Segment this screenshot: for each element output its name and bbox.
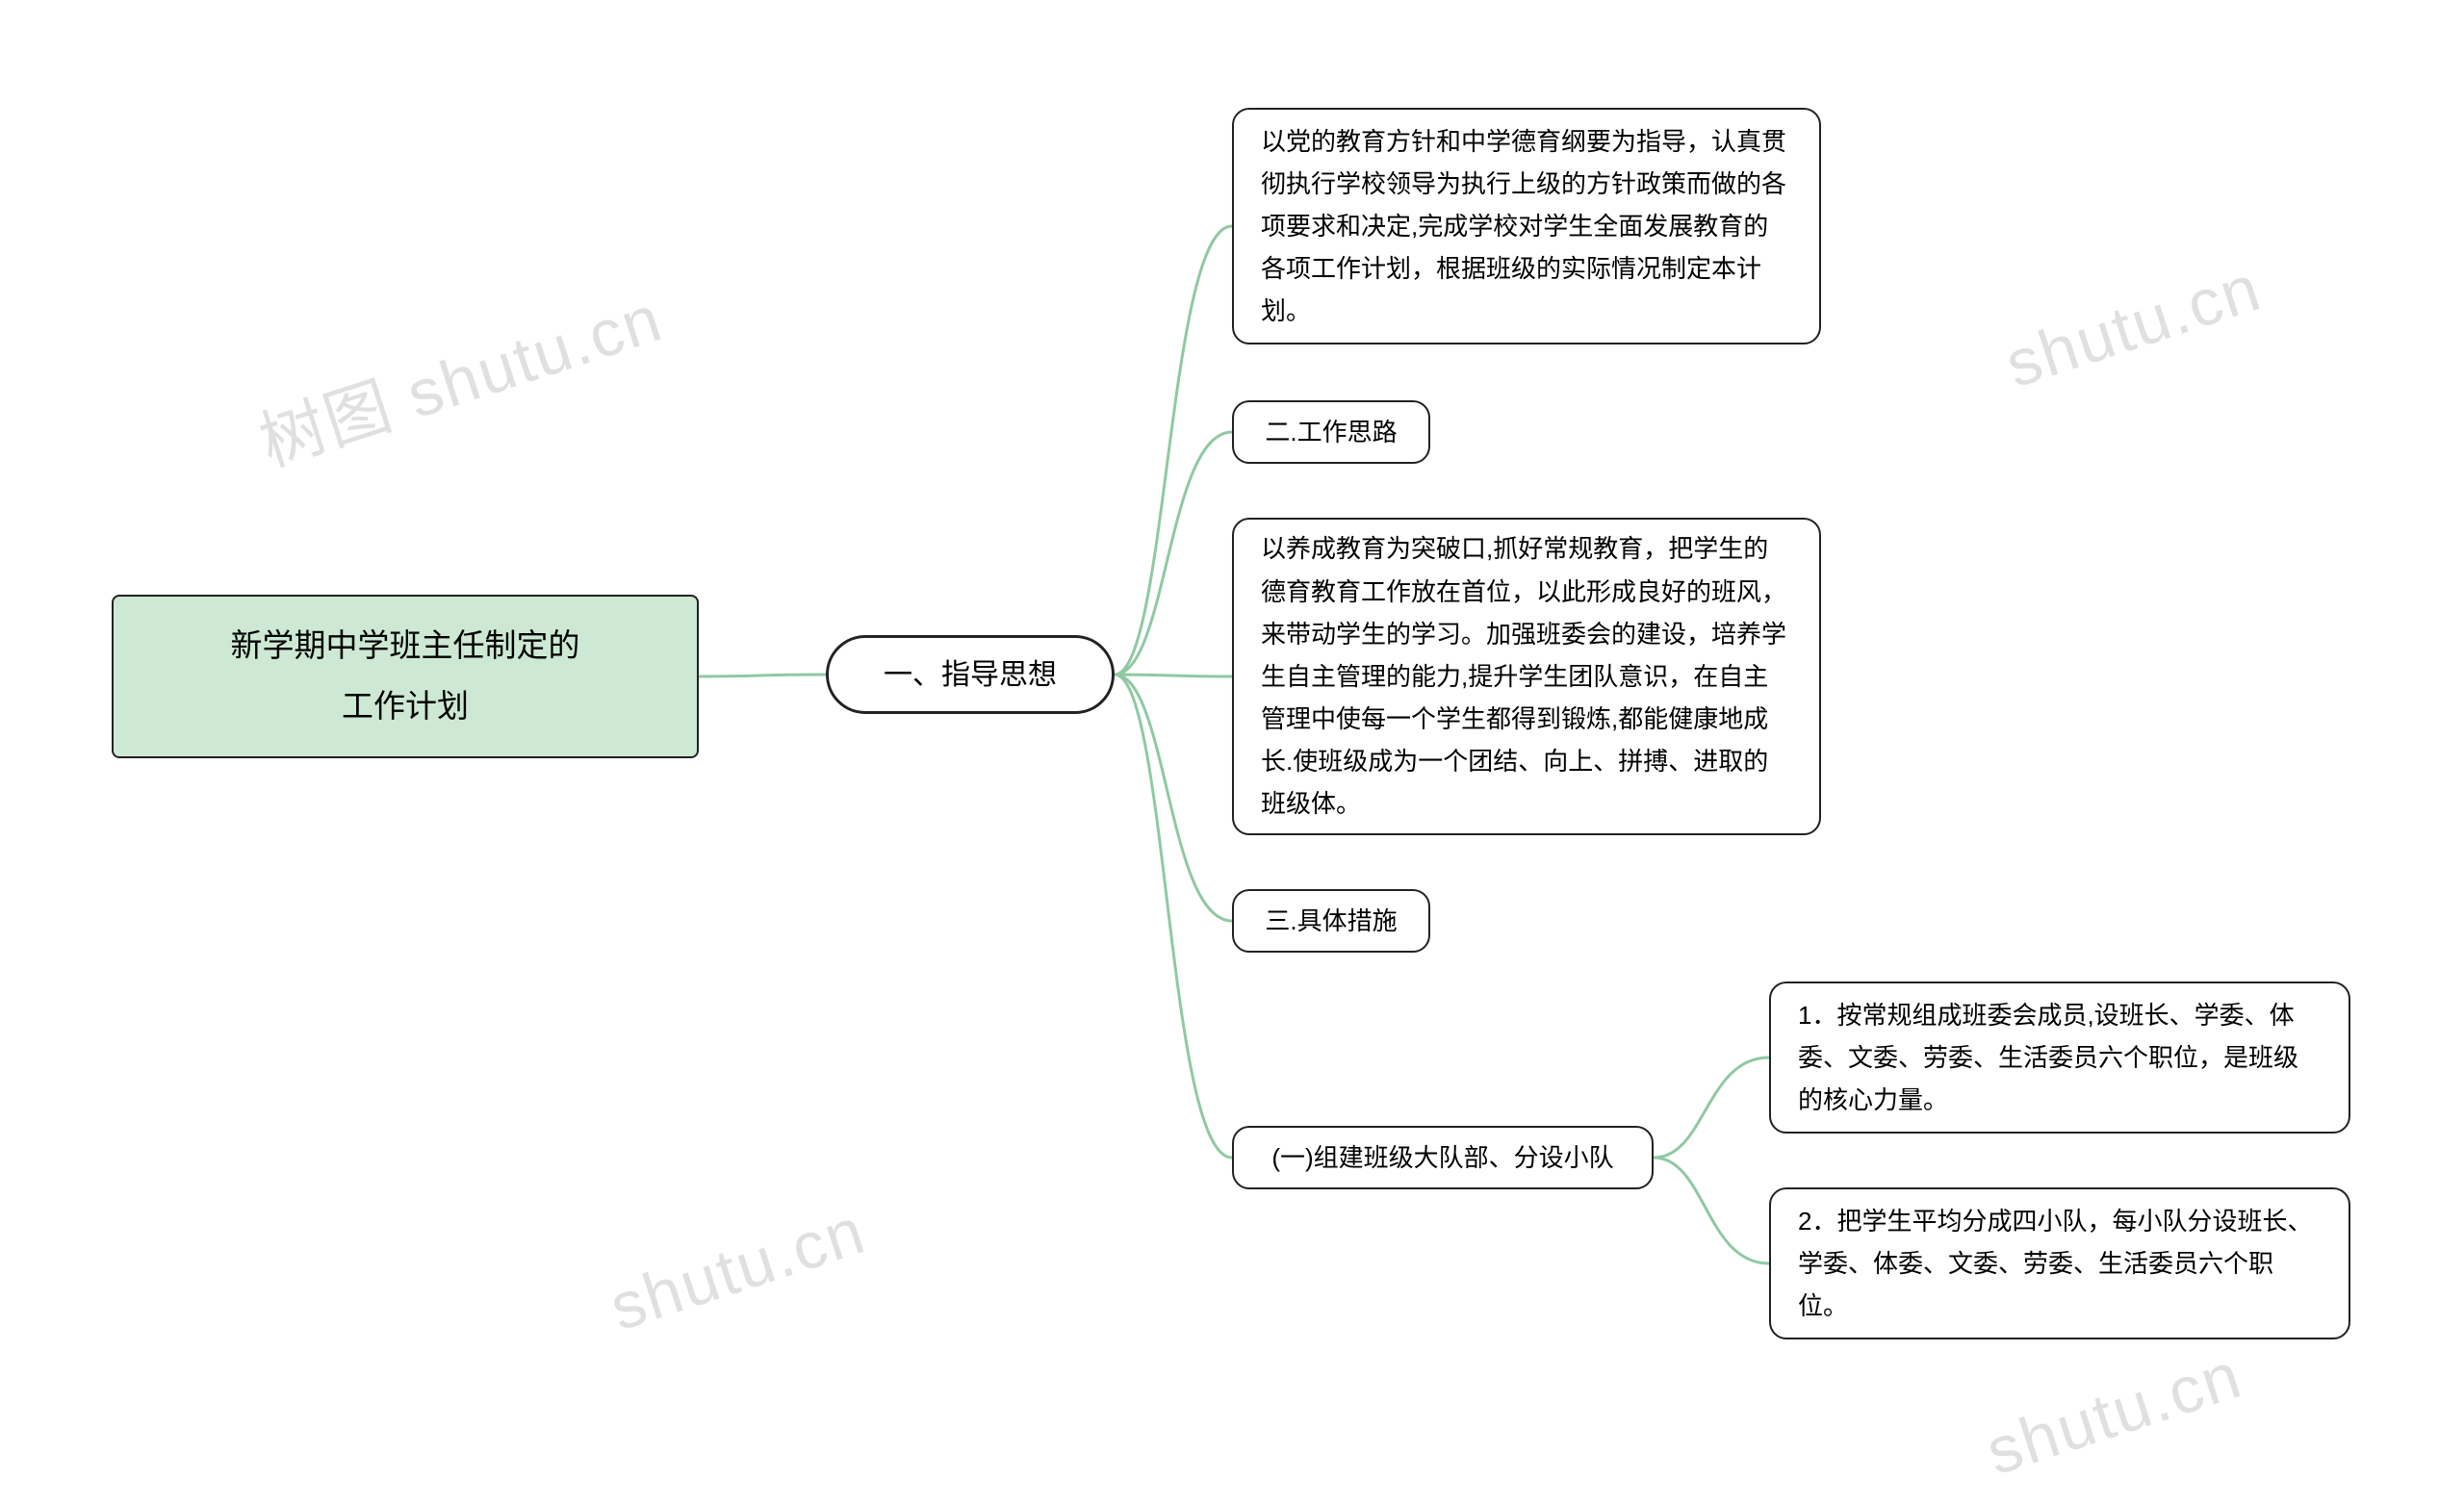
watermark-2: shutu.cn bbox=[602, 1193, 875, 1346]
level1-text: 一、指导思想 bbox=[884, 650, 1057, 700]
watermark-0: 树图 shutu.cn bbox=[245, 265, 672, 484]
leaf-text-2: 以养成教育为突破口,抓好常规教育，把学生的德育教育工作放在首位，以此形成良好的班… bbox=[1261, 527, 1792, 825]
level1-node: 一、指导思想 bbox=[826, 635, 1115, 714]
connector bbox=[1115, 675, 1232, 1158]
root-text: 新学期中学班主任制定的工作计划 bbox=[231, 616, 580, 736]
subleaf-node-0: 1．按常规组成班委会成员,设班长、学委、体委、文委、劳委、生活委员六个职位，是班… bbox=[1769, 981, 2350, 1134]
subleaf-node-1: 2．把学生平均分成四小队，每小队分设班长、学委、体委、文委、劳委、生活委员六个职… bbox=[1769, 1187, 2350, 1339]
subleaf-text-1: 2．把学生平均分成四小队，每小队分设班长、学委、体委、文委、劳委、生活委员六个职… bbox=[1798, 1200, 2322, 1328]
connector bbox=[699, 675, 826, 676]
connector bbox=[1654, 1058, 1769, 1158]
connector bbox=[1654, 1158, 1769, 1263]
leaf-text-0: 以党的教育方针和中学德育纲要为指导，认真贯彻执行学校领导为执行上级的方针政策而做… bbox=[1261, 120, 1792, 333]
connector bbox=[1115, 675, 1232, 676]
leaf-node-3: 三.具体措施 bbox=[1232, 889, 1430, 953]
connector bbox=[1115, 432, 1232, 675]
subleaf-text-0: 1．按常规组成班委会成员,设班长、学委、体委、文委、劳委、生活委员六个职位，是班… bbox=[1798, 994, 2322, 1122]
leaf-text-3: 三.具体措施 bbox=[1265, 900, 1397, 942]
connector bbox=[1115, 675, 1232, 921]
leaf-node-1: 二.工作思路 bbox=[1232, 400, 1430, 464]
connector bbox=[1115, 226, 1232, 675]
leaf-node-2: 以养成教育为突破口,抓好常规教育，把学生的德育教育工作放在首位，以此形成良好的班… bbox=[1232, 518, 1821, 835]
leaf-node-0: 以党的教育方针和中学德育纲要为指导，认真贯彻执行学校领导为执行上级的方针政策而做… bbox=[1232, 108, 1821, 344]
leaf-text-4: (一)组建班级大队部、分设小队 bbox=[1271, 1136, 1613, 1179]
watermark-1: shutu.cn bbox=[1997, 250, 2271, 403]
watermark-3: shutu.cn bbox=[1978, 1338, 2251, 1491]
root-node: 新学期中学班主任制定的工作计划 bbox=[112, 595, 699, 758]
leaf-text-1: 二.工作思路 bbox=[1265, 411, 1397, 453]
leaf-node-4: (一)组建班级大队部、分设小队 bbox=[1232, 1126, 1654, 1189]
